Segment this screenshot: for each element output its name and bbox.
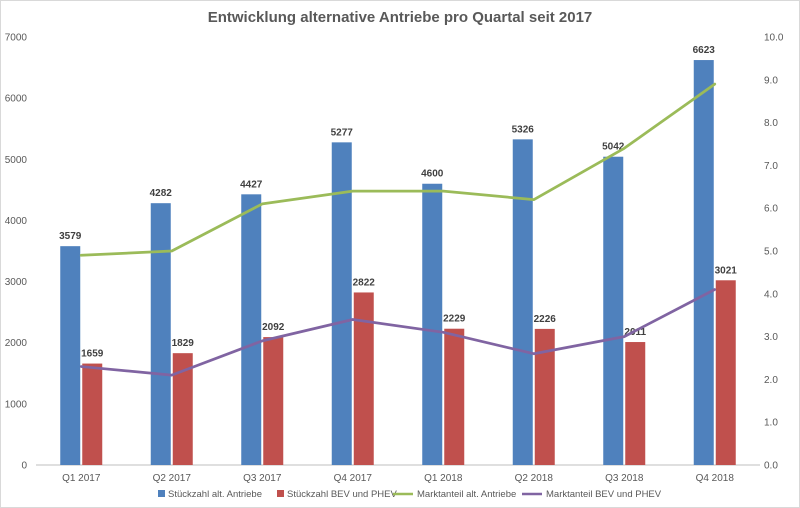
right-axis: 0.0 1.0 2.0 3.0 4.0 5.0 6.0 7.0 8.0 9.0 10.0: [764, 33, 784, 472]
x-axis-tick-label: Q3 2018: [605, 473, 644, 484]
bar: [150, 203, 171, 465]
left-axis: 0 1000 2000 3000 4000 5000 6000 7000: [5, 33, 28, 472]
chart-title: Entwicklung alternative Antriebe pro Qua…: [208, 9, 593, 26]
bar: [172, 353, 193, 465]
legend: Stückzahl alt. Antriebe Stückzahl BEV und…: [158, 489, 662, 500]
bar: [512, 139, 533, 465]
left-axis-tick-label: 6000: [5, 94, 28, 105]
right-axis-tick-label: 7.0: [764, 161, 778, 172]
right-axis-tick-label: 5.0: [764, 247, 778, 258]
left-axis-tick-label: 4000: [5, 216, 28, 227]
legend-label: Marktanteil BEV und PHEV: [546, 489, 662, 500]
right-axis-tick-label: 6.0: [764, 204, 778, 215]
right-axis-tick-label: 4.0: [764, 289, 778, 300]
bar-data-label: 3021: [715, 265, 738, 276]
right-axis-tick-label: 9.0: [764, 75, 778, 86]
x-axis-labels: Q1 2017 Q2 2017 Q3 2017 Q4 2017 Q1 2018 Q2 20…: [62, 473, 734, 484]
bar: [353, 292, 374, 465]
line-group: [79, 82, 717, 377]
bar: [60, 246, 81, 465]
series-line: [79, 288, 717, 377]
bar: [263, 337, 284, 465]
bar-data-label: 1659: [81, 349, 104, 360]
x-axis-tick-label: Q1 2017: [62, 473, 101, 484]
bar-data-label: 2226: [534, 314, 557, 325]
left-axis-tick-label: 0: [21, 461, 27, 472]
left-axis-tick-label: 5000: [5, 155, 28, 166]
bar-data-label: 6623: [693, 45, 716, 56]
bar-group: 3579 4282 4427 5277 4600 5326 5042 6623 1659 1829…: [59, 45, 738, 466]
bar-data-label: 5277: [331, 127, 354, 138]
left-axis-tick-label: 1000: [5, 399, 28, 410]
x-axis-tick-label: Q4 2017: [334, 473, 373, 484]
bar: [444, 328, 465, 465]
bar: [331, 142, 352, 466]
bar-data-label: 2092: [262, 322, 285, 333]
bar: [241, 194, 262, 466]
right-axis-tick-label: 8.0: [764, 118, 778, 129]
bar-data-label: 4282: [150, 188, 173, 199]
bar-data-label: 4427: [240, 179, 263, 190]
bar-data-label: 1829: [172, 338, 195, 349]
bar-data-label: 3579: [59, 231, 82, 242]
bar-data-label: 5042: [602, 142, 625, 153]
x-axis-tick-label: Q2 2017: [153, 473, 192, 484]
legend-label: Marktanteil alt. Antriebe: [417, 489, 516, 500]
bar: [422, 183, 443, 465]
x-axis-tick-label: Q2 2018: [515, 473, 554, 484]
bar: [715, 280, 736, 465]
left-axis-tick-label: 7000: [5, 33, 28, 44]
bar: [534, 328, 555, 465]
left-axis-tick-label: 3000: [5, 277, 28, 288]
bar-data-label: 2822: [353, 277, 376, 288]
legend-label: Stückzahl BEV und PHEV: [287, 489, 397, 500]
left-axis-tick-label: 2000: [5, 338, 28, 349]
bar: [625, 342, 646, 465]
right-axis-tick-label: 3.0: [764, 332, 778, 343]
bar: [693, 60, 714, 466]
series-line: [79, 82, 717, 257]
x-axis-tick-label: Q3 2017: [243, 473, 282, 484]
legend-label: Stückzahl alt. Antriebe: [168, 489, 262, 500]
x-axis-tick-label: Q4 2018: [696, 473, 735, 484]
legend-swatch: [277, 490, 284, 497]
bar-data-label: 2011: [624, 327, 646, 338]
right-axis-tick-label: 10.0: [764, 33, 784, 44]
x-axis-tick-label: Q1 2018: [424, 473, 463, 484]
bar-data-label: 5326: [512, 124, 535, 135]
right-axis-tick-label: 1.0: [764, 418, 778, 429]
bar-data-label: 4600: [421, 169, 444, 180]
bar: [82, 363, 103, 465]
right-axis-tick-label: 2.0: [764, 375, 778, 386]
legend-swatch: [158, 490, 165, 497]
right-axis-tick-label: 0.0: [764, 461, 778, 472]
bar: [603, 156, 624, 465]
bar-data-label: 2229: [443, 314, 466, 325]
